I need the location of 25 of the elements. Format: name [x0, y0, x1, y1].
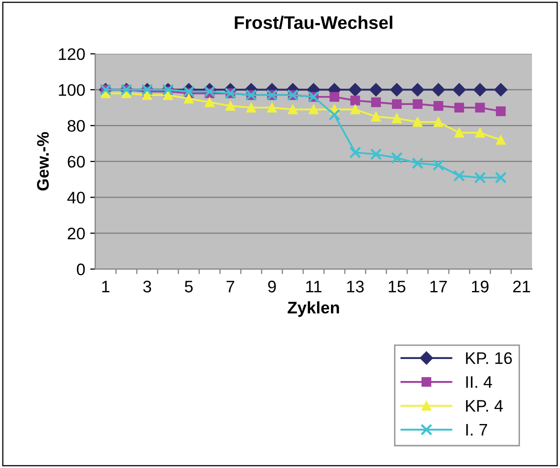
legend-label: KP. 16 — [466, 352, 512, 364]
y-tick-label: 80 — [68, 120, 85, 132]
y-tick-label: 40 — [67, 192, 85, 204]
x-tick-label: 17 — [430, 280, 447, 292]
x-tick-label: 1 — [102, 280, 110, 292]
x-tick-label: 3 — [143, 280, 152, 292]
x-tick-label: 13 — [347, 280, 364, 292]
legend-label: II. 4 — [466, 376, 492, 388]
y-axis-title: Gew.-% — [37, 132, 49, 191]
x-tick-label: 15 — [388, 280, 406, 292]
x-tick-label: 7 — [226, 280, 234, 292]
y-tick-label: 120 — [58, 48, 85, 60]
y-tick-label: 0 — [76, 264, 85, 276]
x-axis-title: Zyklen — [288, 301, 339, 317]
legend-label: I. 7 — [466, 424, 488, 436]
x-tick-label: 21 — [513, 280, 530, 292]
x-tick-label: 5 — [184, 280, 193, 292]
x-tick-label: 11 — [306, 280, 322, 292]
y-tick-label: 20 — [68, 228, 85, 240]
chart-title: Frost/Tau-Wechsel — [234, 16, 392, 30]
legend-label: KP. 4 — [466, 400, 503, 412]
y-tick-label: 60 — [68, 156, 85, 168]
x-tick-label: 19 — [472, 280, 488, 292]
x-tick-label: 9 — [268, 280, 276, 292]
y-tick-label: 100 — [58, 84, 85, 96]
